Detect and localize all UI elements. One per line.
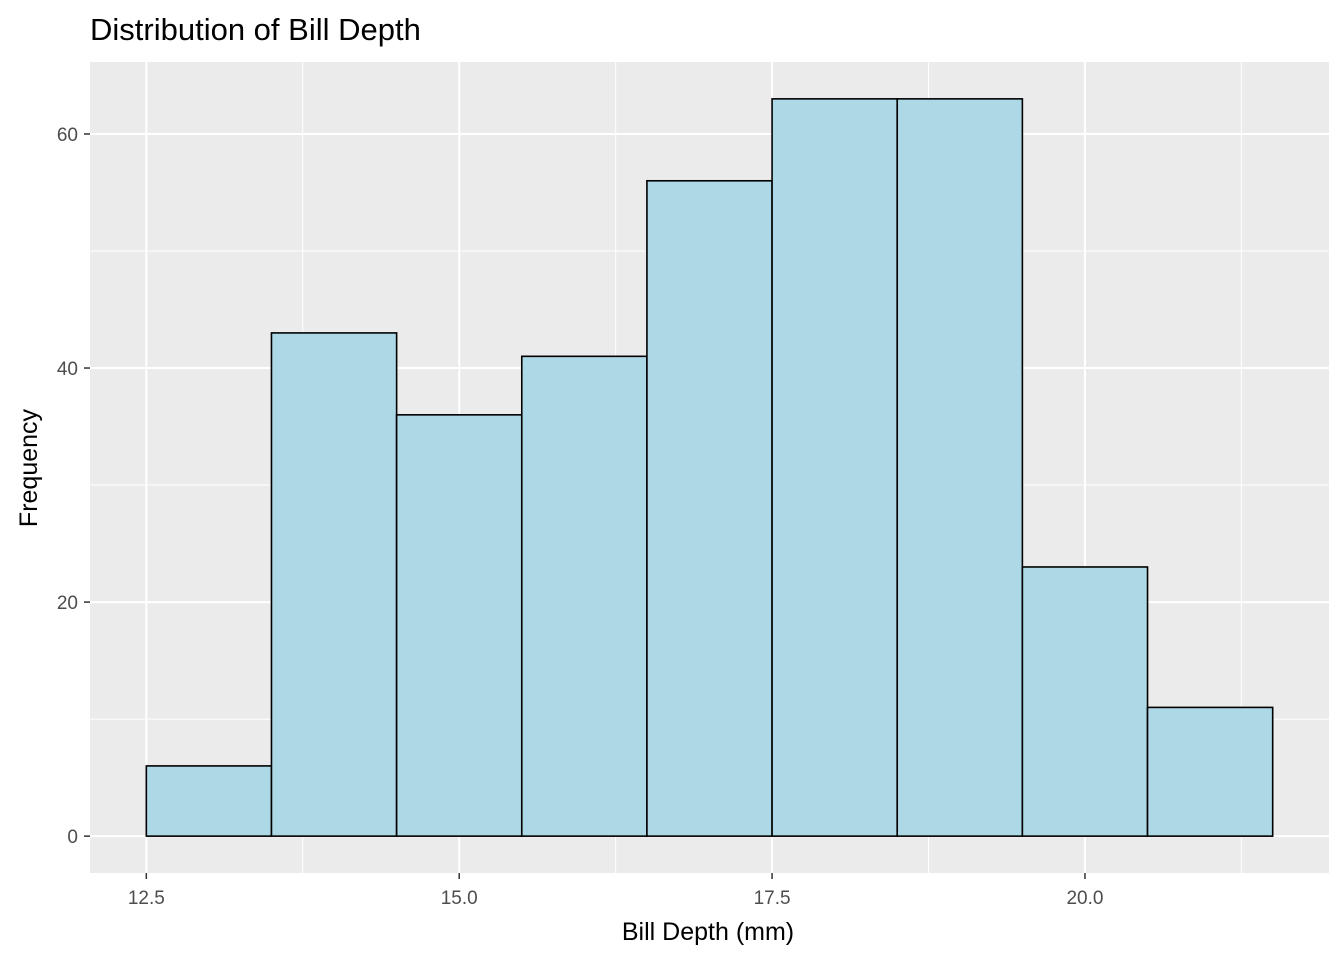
histogram-bar xyxy=(646,179,773,837)
y-tick-label: 20 xyxy=(57,593,78,614)
y-tick-label: 0 xyxy=(67,827,78,848)
histogram-bar xyxy=(520,355,648,837)
x-axis: 12.5 15.0 17.5 20.0 xyxy=(128,873,1103,909)
histogram-bar xyxy=(270,332,398,837)
x-tick-label: 12.5 xyxy=(128,888,165,909)
y-axis-title: Frequency xyxy=(15,408,43,527)
histogram-bar xyxy=(395,414,523,837)
x-axis-title: Bill Depth (mm) xyxy=(622,918,794,946)
x-tick-label: 15.0 xyxy=(441,888,478,909)
histogram-bars xyxy=(145,98,1274,837)
y-tick-label: 60 xyxy=(57,125,78,146)
histogram-bar xyxy=(1021,566,1149,837)
y-axis: 0 20 40 60 xyxy=(57,125,90,848)
x-tick-label: 17.5 xyxy=(754,888,791,909)
chart-title: Distribution of Bill Depth xyxy=(90,12,421,47)
histogram-bar xyxy=(145,765,273,837)
y-tick-label: 40 xyxy=(57,359,78,380)
histogram-bar xyxy=(771,98,899,837)
x-tick-label: 20.0 xyxy=(1066,888,1103,909)
histogram-bar xyxy=(1146,706,1274,837)
histogram-bar xyxy=(896,98,1024,837)
